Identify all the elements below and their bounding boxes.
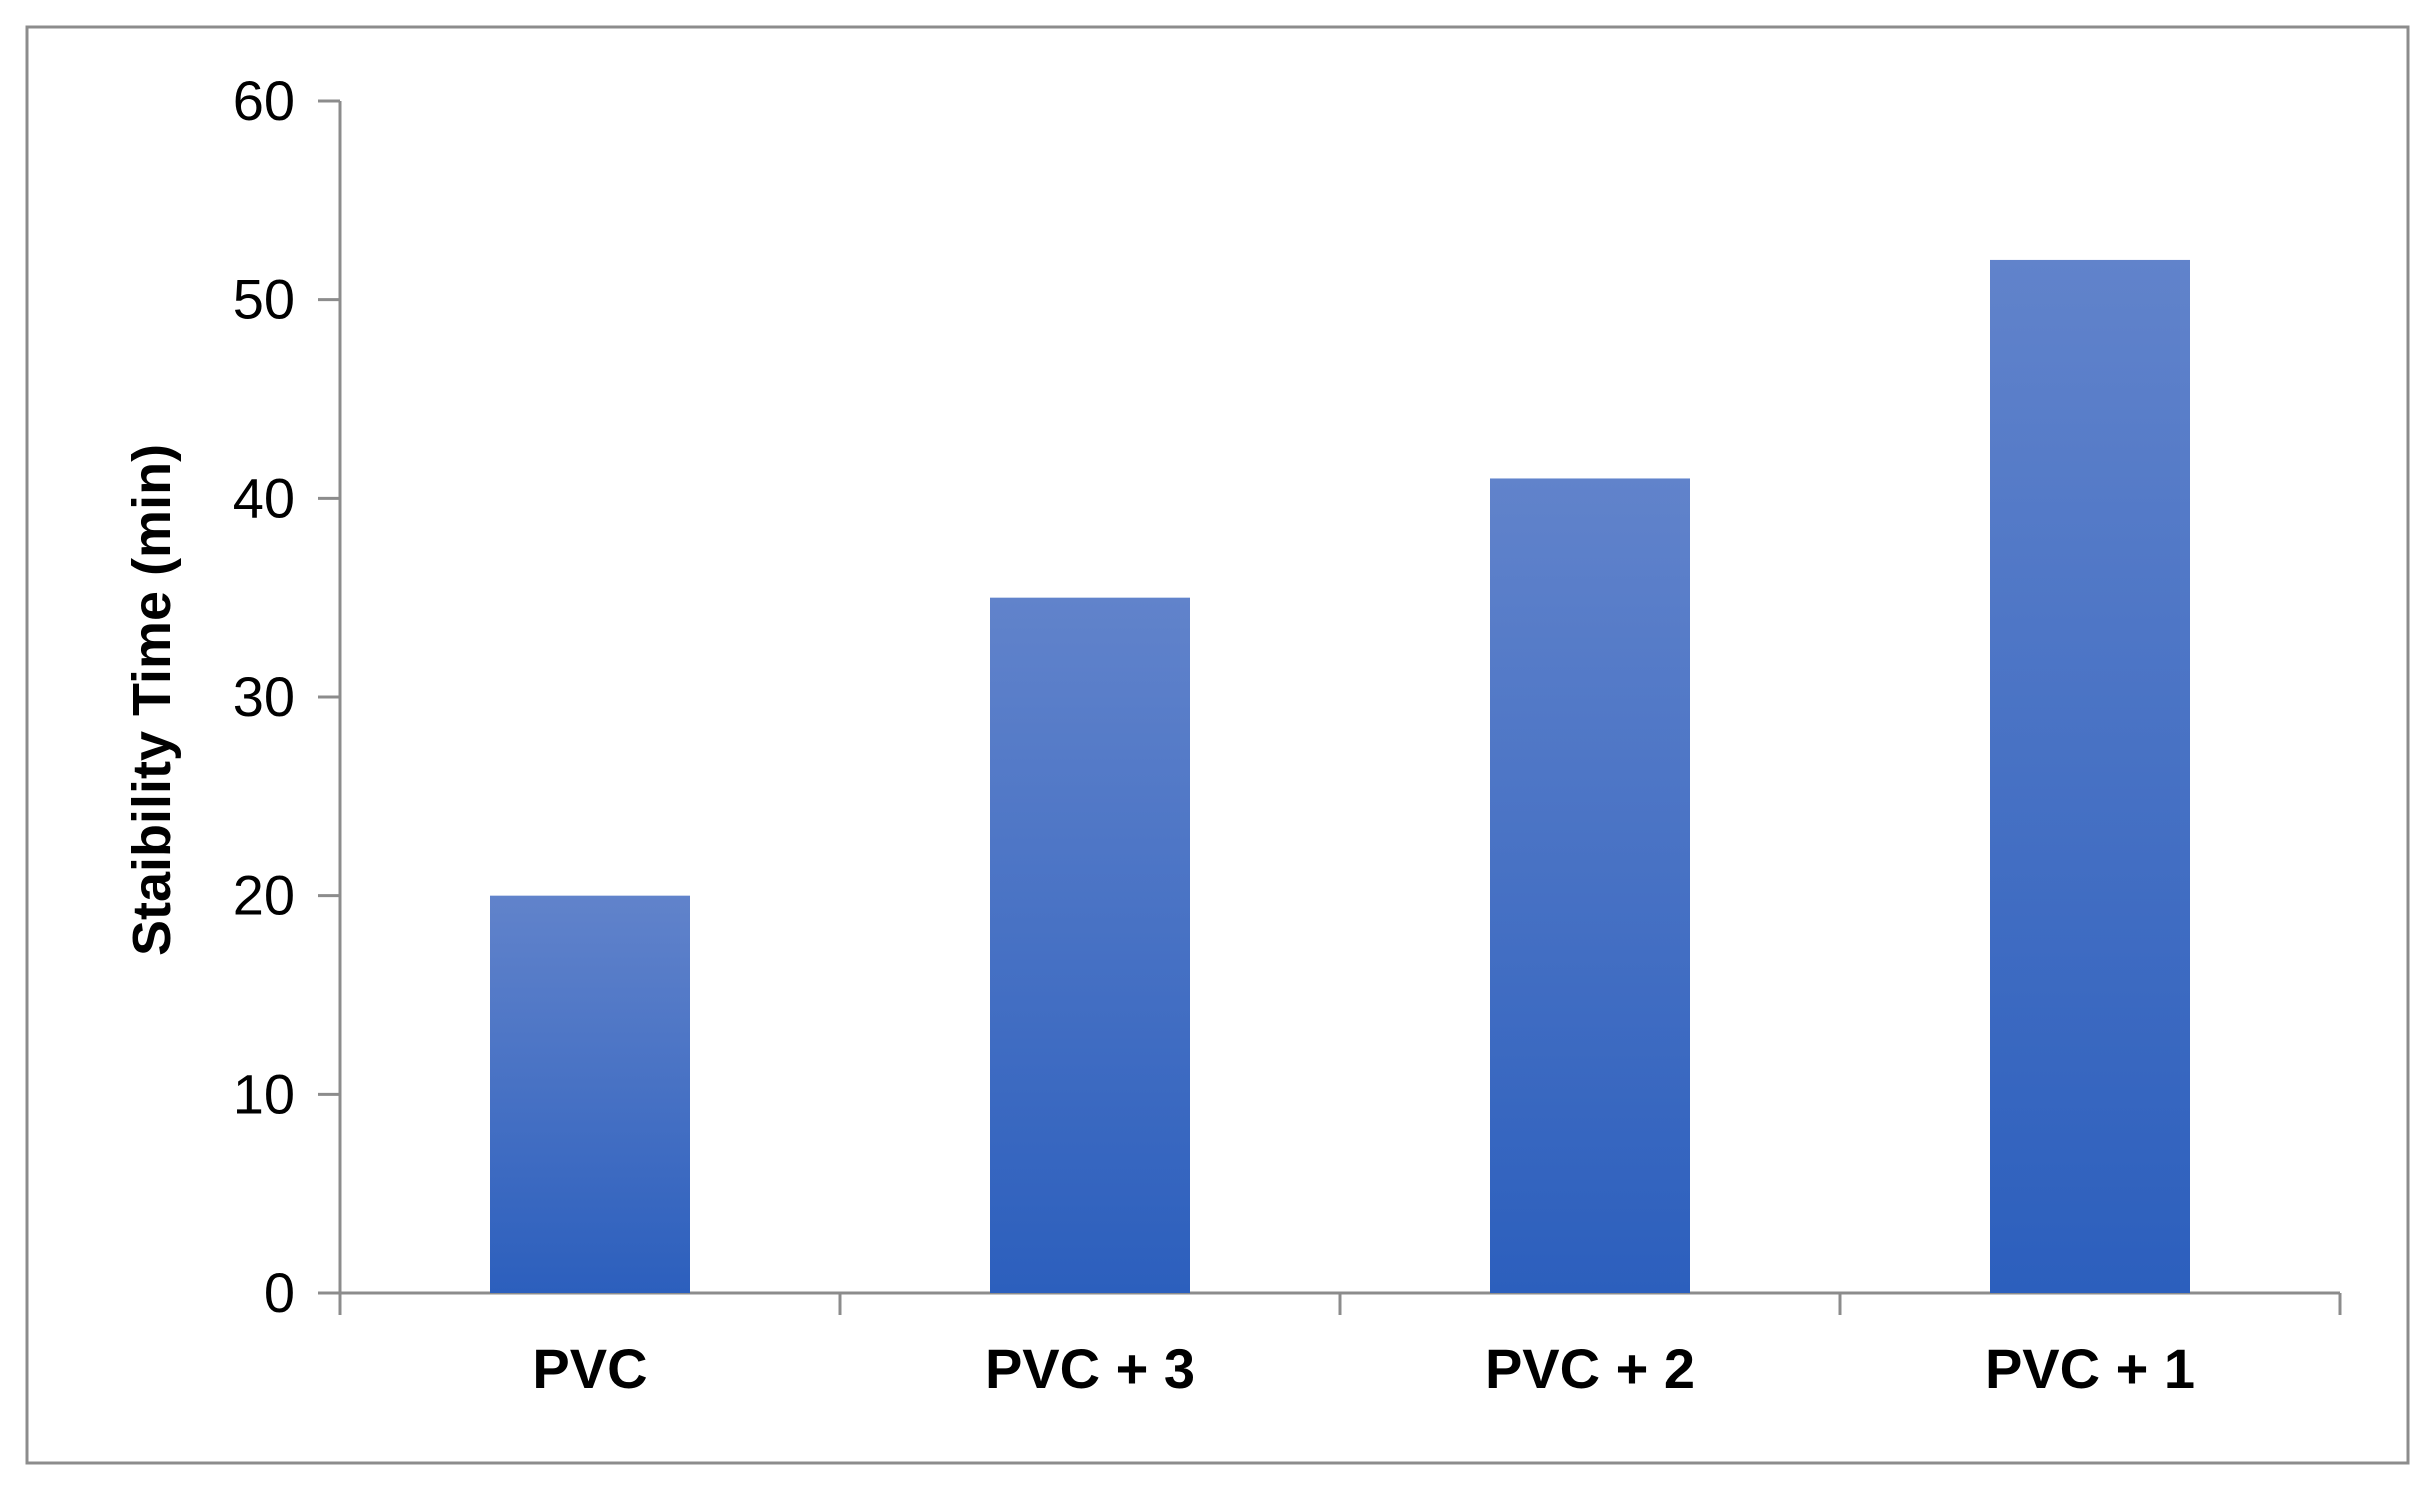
bar — [990, 597, 1190, 1293]
bar — [1990, 259, 2190, 1293]
y-tick-label: 50 — [233, 268, 295, 331]
y-tick-label: 20 — [233, 864, 295, 927]
y-tick-label: 0 — [264, 1261, 295, 1324]
x-category-label: PVC — [532, 1337, 647, 1400]
bar — [490, 895, 690, 1293]
y-tick-label: 40 — [233, 466, 295, 529]
x-category-label: PVC + 3 — [985, 1337, 1195, 1400]
bar — [1490, 478, 1690, 1293]
y-axis-label: Staibility Time (min) — [122, 444, 182, 956]
x-category-label: PVC + 1 — [1985, 1337, 2195, 1400]
y-axis: 0 10 20 30 40 50 60 — [233, 69, 342, 1324]
y-tick-label: 60 — [233, 69, 295, 132]
x-category-label: PVC + 2 — [1485, 1337, 1695, 1400]
y-tick-label: 10 — [233, 1062, 295, 1125]
y-tick-label: 30 — [233, 665, 295, 728]
bars — [490, 259, 2190, 1293]
